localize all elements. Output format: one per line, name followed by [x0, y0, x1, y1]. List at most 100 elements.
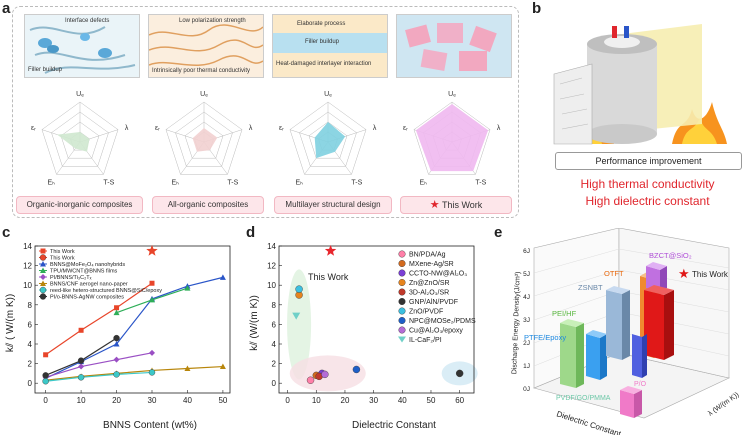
- chart-d-legend: BN/PDA/Ag MXene-Ag/SR CCTO-NW@Al₂O₃ Zn@ZnO/…: [398, 250, 476, 344]
- data-point: [43, 352, 49, 358]
- chart-e-xlabel: Dielectric Constant: [555, 409, 622, 435]
- legend-marker: [40, 267, 46, 273]
- legend-label: MXene-Ag/SR: [409, 261, 454, 268]
- data-point: [184, 285, 191, 291]
- radar-axis-label: λ: [497, 125, 501, 132]
- y-tick-label: 10: [267, 281, 276, 290]
- label-this-work: This Work: [692, 270, 729, 279]
- radar-axis-label: λ: [249, 125, 253, 132]
- radar-axis-label: λ: [125, 125, 129, 132]
- legend-marker: [398, 316, 406, 324]
- series-line: [45, 365, 223, 381]
- label-ptfe-epoxy: PTFE/Epoxy: [524, 333, 566, 342]
- chart-d-xlabel: Dielectric Constant: [352, 420, 436, 431]
- legend-marker: [398, 326, 406, 334]
- radar-chart-1: Uₑ λ T-S Eₕ εᵣ: [31, 91, 129, 187]
- panel-b-highlights: High thermal conductivity High dielectri…: [550, 176, 745, 210]
- data-point: [77, 357, 85, 364]
- scatter-series-9: [321, 370, 329, 379]
- x-tick-label: 40: [183, 396, 192, 405]
- bar-pei-hf: [560, 319, 584, 388]
- y-tick-label: 8: [28, 301, 33, 310]
- radar-axis-label: Eₕ: [171, 180, 179, 187]
- data-point: [321, 370, 329, 379]
- x-tick-label: 50: [218, 396, 227, 405]
- z-tick-label: 6J: [523, 248, 530, 255]
- thumb2-text2: Intrinsically poor thermal conductivity: [152, 68, 251, 74]
- z-tick-label: 0J: [523, 386, 530, 393]
- legend-marker: [398, 297, 406, 305]
- y-tick-label: 2: [28, 360, 33, 369]
- chart-e-ylabel: λ (W/(m K)): [707, 391, 740, 417]
- radar-axis-label: λ: [373, 125, 377, 132]
- x-tick-label: 50: [427, 396, 436, 405]
- z-tick-label: 4J: [523, 294, 530, 301]
- performance-improvement-label: Performance improvement: [555, 152, 742, 170]
- radar-grid: [308, 121, 348, 159]
- legend-label: PI/BNNS/Ti₃C₂Tₓ: [50, 275, 92, 281]
- data-point: [114, 305, 120, 311]
- radar-grid: [41, 101, 119, 175]
- radar-grid: [413, 101, 491, 175]
- legend-marker: [39, 293, 47, 300]
- radar-grid: [175, 111, 233, 167]
- scatter-series-0: [324, 244, 337, 256]
- label-bzct: BZCT@SiO₂: [649, 251, 692, 260]
- x-tick-label: 0: [285, 396, 290, 405]
- data-point: [184, 365, 191, 371]
- data-point: [352, 365, 361, 374]
- bar-pvdf-go-pmma: [620, 386, 642, 418]
- legend-marker: [40, 248, 46, 254]
- x-tick-label: 30: [148, 396, 157, 405]
- radar-axis-label: εᵣ: [155, 125, 160, 132]
- y-tick-label: 14: [267, 242, 276, 251]
- chart-e-zlabel: Discharge Energy Density(J/cm³): [511, 272, 522, 375]
- radar-axis-label: T-S: [227, 180, 238, 187]
- panel-label-a: a: [2, 0, 11, 17]
- thumb3-text1: Elaborate process: [297, 21, 346, 27]
- legend-marker: [40, 274, 46, 280]
- series-1: [146, 244, 158, 256]
- chart-d-ylabel: k⫽ (W/(m K)): [249, 295, 260, 351]
- legend-label: Zn@ZnO/SR: [409, 280, 450, 287]
- radar-grid: [184, 121, 224, 159]
- data-point: [149, 296, 155, 303]
- thumbnail-this-work: [396, 14, 512, 78]
- chart-c-axes-box: [34, 245, 231, 394]
- bar-ptfe-epoxy: [586, 330, 607, 380]
- chart-d: 0 10 20 30 40 50 60 0 2 4 6 8 10 12 14 BN/PDA/Ag MXene-A…: [249, 242, 478, 431]
- data-point: [77, 374, 85, 381]
- layer-top: [273, 15, 387, 33]
- radar-axis-label: Eₕ: [419, 180, 427, 187]
- y-tick-label: 0: [272, 379, 277, 388]
- radar-axis-label: εᵣ: [31, 125, 36, 132]
- legend-marker: [40, 261, 46, 267]
- data-point: [306, 376, 315, 384]
- radar-axis-label: Uₑ: [76, 91, 84, 98]
- data-point: [219, 274, 226, 280]
- radar-chart-2: Uₑ λ T-S Eₕ εᵣ: [155, 91, 253, 187]
- x-tick-label: 10: [312, 396, 321, 405]
- series-7: [42, 334, 120, 379]
- radar-axis-label: Uₑ: [324, 91, 332, 98]
- data-point: [113, 309, 120, 316]
- caption-multilayer: Multilayer structural design: [274, 196, 392, 214]
- label-po: P/O: [634, 381, 647, 388]
- legend-marker: [398, 336, 406, 343]
- label-pvdf-go-pmma: PVDF/GO/PMMA: [556, 395, 611, 402]
- scatter-series-1: [306, 376, 315, 384]
- y-tick-label: 4: [272, 340, 277, 349]
- legend-label: ZnO/PVDF: [409, 309, 443, 316]
- thumbnail-interface-defects: Interface defects Filler buildup: [24, 14, 140, 78]
- radar-chart-4: Uₑ λ T-S Eₕ εᵣ: [403, 91, 501, 187]
- label-zsnbt: ZSNBT: [578, 283, 603, 292]
- bar-zsnbt: [606, 286, 630, 360]
- y-tick-label: 10: [23, 281, 32, 290]
- legend-label: GNP/AlN/PVDF: [409, 299, 458, 306]
- caption-organic-inorganic: Organic-inorganic composites: [16, 196, 143, 214]
- data-point: [42, 372, 49, 379]
- radar-grid: [299, 111, 357, 167]
